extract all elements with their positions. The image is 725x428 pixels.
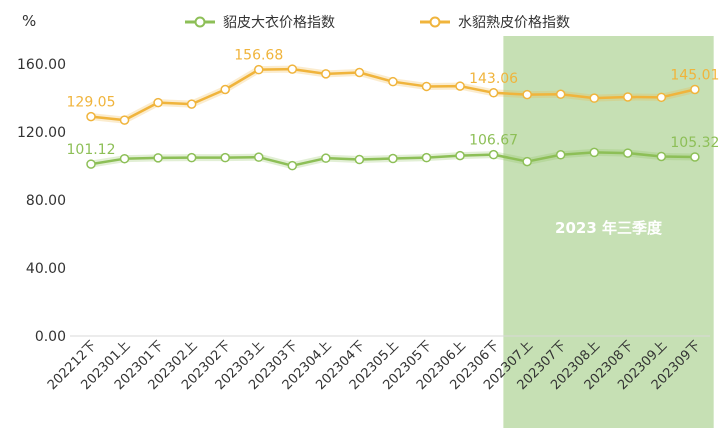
y-unit-label: % (22, 12, 36, 30)
data-point (186, 152, 197, 163)
data-label: 101.12 (67, 142, 116, 158)
data-point (321, 153, 331, 163)
legend-swatch-marker (194, 16, 206, 28)
data-point (589, 147, 599, 158)
data-point (623, 148, 633, 158)
data-point (690, 152, 700, 162)
data-point (656, 92, 667, 103)
data-label: 143.06 (469, 71, 518, 87)
data-point (421, 81, 432, 92)
data-point (186, 99, 197, 109)
y-tick-label: 40.00 (26, 261, 66, 277)
data-point (354, 67, 365, 78)
data-point (153, 153, 163, 163)
data-point (522, 89, 532, 100)
data-point (455, 150, 465, 161)
highlight-band (503, 36, 714, 428)
data-point (254, 152, 264, 162)
y-tick-label: 0.00 (35, 329, 66, 345)
data-label: 105.32 (670, 135, 719, 151)
data-point (119, 115, 130, 125)
data-point (388, 153, 398, 164)
legend-swatch-marker (429, 16, 441, 28)
data-point (421, 152, 432, 163)
data-point (220, 152, 230, 163)
data-point (153, 97, 163, 108)
data-label: 106.67 (469, 133, 518, 149)
data-point (354, 154, 365, 165)
data-point (388, 76, 398, 87)
y-tick-label: 120.00 (17, 125, 66, 141)
data-point (287, 160, 298, 171)
highlight-band-label: 2023 年三季度 (555, 219, 663, 237)
data-point (86, 159, 96, 169)
data-label: 156.68 (234, 48, 283, 64)
data-point (287, 64, 298, 74)
data-point (321, 69, 331, 79)
data-point (488, 88, 499, 98)
data-point (623, 92, 633, 102)
data-label: 145.01 (670, 67, 719, 83)
data-point (455, 81, 465, 91)
data-point (656, 151, 667, 162)
data-point (690, 84, 700, 95)
data-point (522, 156, 532, 167)
data-point (555, 150, 566, 160)
y-tick-label: 160.00 (17, 57, 66, 73)
y-tick-label: 80.00 (26, 193, 66, 209)
legend-label: 貂皮大衣价格指数 (223, 15, 335, 31)
data-point (119, 153, 130, 164)
data-point (220, 84, 230, 95)
data-point (86, 111, 96, 122)
data-point (488, 149, 499, 160)
data-point (555, 89, 566, 100)
data-point (254, 64, 264, 75)
legend-label: 水貂熟皮价格指数 (458, 15, 570, 31)
data-point (589, 93, 599, 103)
data-label: 129.05 (67, 95, 116, 111)
